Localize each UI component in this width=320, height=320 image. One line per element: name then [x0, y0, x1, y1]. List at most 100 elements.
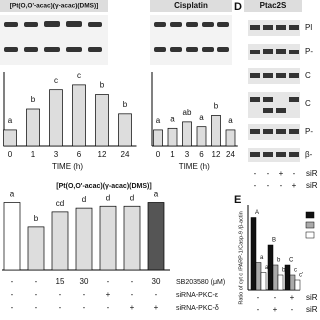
treatment-label: siR — [306, 293, 318, 302]
sig-letter: c' — [299, 273, 303, 279]
x-tick-label: 1 — [31, 150, 36, 159]
bar — [49, 89, 63, 147]
sig-letter: A — [255, 210, 259, 216]
x-tick-label: 0 — [156, 150, 161, 159]
treatment: - — [267, 181, 270, 190]
condition: - — [131, 290, 134, 299]
bar — [27, 226, 45, 271]
sig-letter: a — [156, 116, 161, 125]
panel-label: D — [234, 1, 242, 13]
sig-letter: d — [106, 193, 110, 202]
sig-letter: c — [77, 71, 81, 80]
x-tick-label: 3 — [185, 150, 190, 159]
treatment: - — [257, 293, 260, 302]
bar — [75, 207, 93, 271]
x-tick-label: 6 — [199, 150, 204, 159]
bar — [123, 205, 141, 271]
condition: + — [154, 303, 159, 312]
condition: - — [11, 277, 14, 286]
treatment-label: siR — [306, 181, 318, 190]
sig-letter: cd — [56, 199, 64, 208]
sig-letter: b — [214, 102, 219, 111]
bar — [182, 121, 192, 147]
bands — [4, 20, 300, 162]
header-bar — [150, 0, 232, 12]
sig-letter: B — [272, 238, 276, 244]
x-axis-label: TIME (h) — [179, 162, 210, 171]
sig-letter: b — [123, 100, 128, 109]
chart-title: [Pt(O,O'-acac)(γ-acac)(DMS)] — [56, 183, 151, 190]
bar — [225, 129, 236, 147]
bar — [260, 272, 267, 291]
blot-header: [Pt(O,O'-acac)(γ-acac)(DMS)] — [10, 3, 99, 10]
condition: - — [11, 290, 14, 299]
treatment: - — [254, 181, 257, 190]
condition: - — [35, 277, 38, 286]
condition-label: siRNA-PKC-ε — [176, 292, 218, 299]
condition: - — [155, 290, 158, 299]
sig-letter: a — [10, 190, 15, 199]
bar — [147, 202, 165, 271]
bar — [250, 217, 257, 291]
treatment: + — [273, 305, 278, 314]
x-axis-label: TIME (h) — [52, 162, 83, 171]
panel-label: E — [234, 194, 241, 206]
condition: - — [59, 290, 62, 299]
x-tick-label: 24 — [121, 150, 130, 159]
treatment: - — [291, 305, 294, 314]
row-label: C — [305, 71, 311, 80]
treatment: + — [290, 293, 295, 302]
condition: - — [83, 303, 86, 312]
header-bar — [244, 0, 302, 12]
row-label: P- — [305, 127, 313, 136]
sig-letter: a — [8, 116, 13, 125]
bar — [153, 129, 163, 147]
bar — [3, 129, 17, 147]
condition: - — [35, 303, 38, 312]
bar — [72, 84, 86, 147]
bar — [99, 205, 117, 271]
condition: - — [131, 277, 134, 286]
condition: - — [107, 277, 110, 286]
legend-swatch — [305, 221, 315, 229]
bar — [277, 274, 284, 291]
row-label: C — [305, 99, 311, 108]
treatment: - — [267, 169, 270, 178]
legend-swatch — [305, 231, 315, 239]
bar — [118, 113, 132, 147]
bar — [3, 202, 21, 271]
condition: + — [106, 290, 111, 299]
sig-letter: b — [31, 95, 36, 104]
sig-letter: b — [100, 81, 105, 90]
treatment: - — [280, 181, 283, 190]
x-tick-label: 12 — [98, 150, 107, 159]
sig-letter: a — [170, 114, 175, 123]
y-axis-label: Ratio of cyt c /PARP-1/Casp-9 /β-actin — [238, 211, 244, 304]
treatment-label: siR — [306, 169, 318, 178]
blot-header: Cisplatin — [174, 1, 208, 10]
condition: 30 — [152, 277, 161, 286]
bar — [95, 94, 109, 147]
treatment: - — [274, 293, 277, 302]
treatment-label: siR — [306, 305, 318, 314]
bar — [289, 274, 296, 291]
row-label: P- — [305, 47, 313, 56]
sig-letter: ab — [183, 108, 192, 117]
treatment: - — [254, 169, 257, 178]
x-tick-label: 3 — [54, 150, 59, 159]
bar — [294, 279, 301, 291]
bar — [211, 115, 221, 147]
sig-letter: a — [228, 116, 233, 125]
sig-letter: b' — [282, 268, 286, 274]
sig-letter: a — [154, 190, 159, 199]
sig-letter: a' — [265, 265, 269, 271]
condition-label: siRNA-PKC-δ — [176, 305, 219, 312]
bar — [196, 126, 207, 147]
row-label: β- — [305, 150, 313, 159]
bar — [167, 127, 178, 147]
x-tick-label: 1 — [170, 150, 175, 159]
x-tick-label: 0 — [8, 150, 13, 159]
condition: 30 — [80, 277, 89, 286]
treatment: - — [257, 305, 260, 314]
